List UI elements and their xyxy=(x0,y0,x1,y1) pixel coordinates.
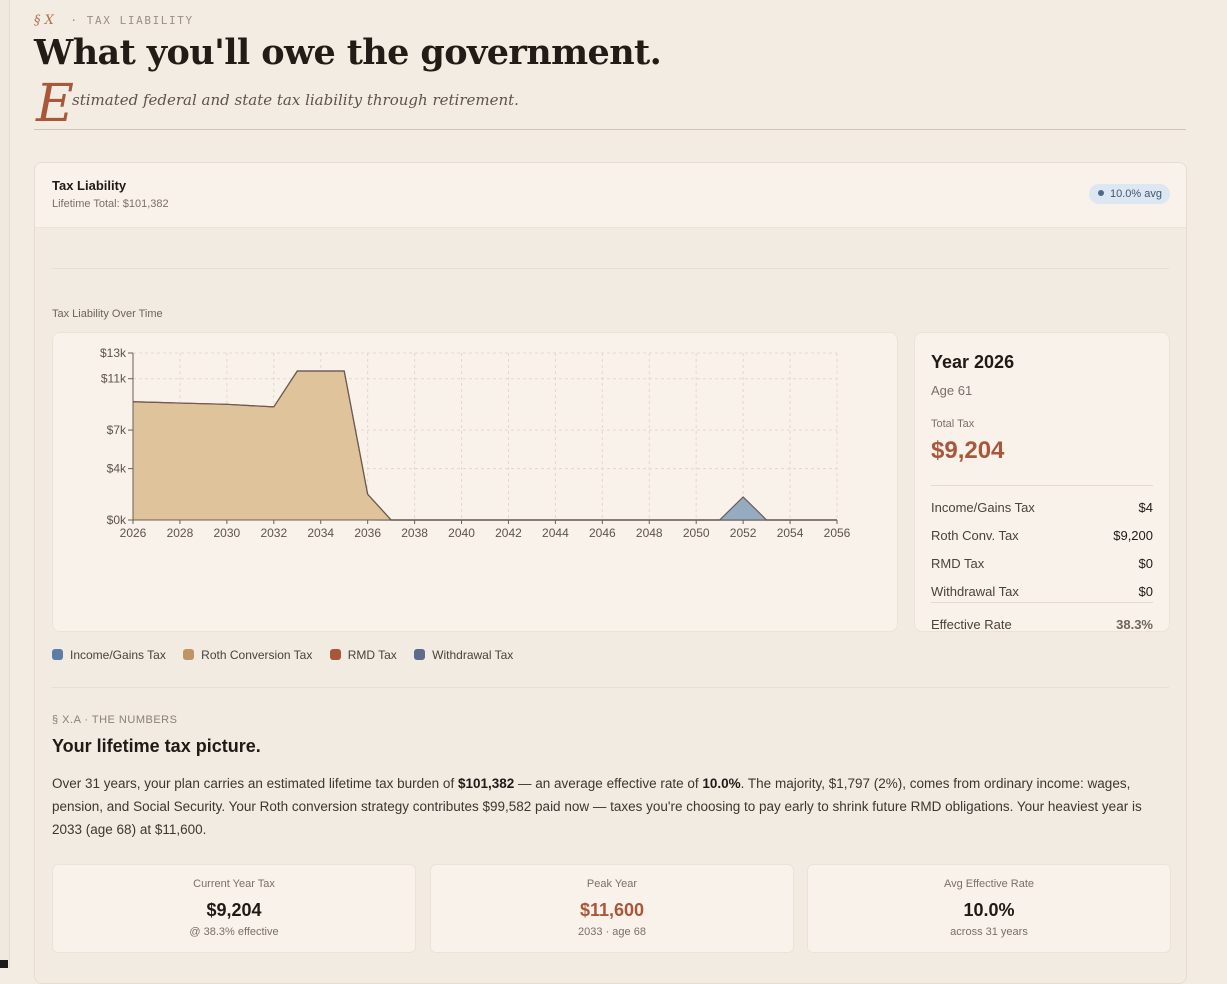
x-tick-label: 2026 xyxy=(120,526,147,540)
stat-label: Peak Year xyxy=(431,878,793,890)
detail-row-value: $4 xyxy=(1139,500,1153,515)
avg-rate-badge: 10.0% avg xyxy=(1089,184,1170,204)
legend-item-rmd[interactable]: RMD Tax xyxy=(330,648,397,662)
left-sidebar-edge xyxy=(0,0,10,968)
area-roth-conversion-tax xyxy=(133,371,837,520)
detail-total-label: Total Tax xyxy=(931,418,974,430)
detail-row-label: Effective Rate xyxy=(931,617,1012,632)
numbers-eyebrow: § X.A · THE NUMBERS xyxy=(52,714,177,726)
x-tick-label: 2028 xyxy=(167,526,194,540)
card-title: Tax Liability xyxy=(52,178,126,193)
detail-total-value: $9,204 xyxy=(931,437,1004,465)
detail-divider xyxy=(931,602,1153,603)
x-tick-label: 2030 xyxy=(214,526,241,540)
stat-avg-effective-rate: Avg Effective Rate 10.0% across 31 years xyxy=(807,864,1171,953)
divider xyxy=(52,687,1169,688)
stat-value: $9,204 xyxy=(53,900,415,921)
detail-divider xyxy=(931,485,1153,486)
detail-row-value: 38.3% xyxy=(1116,617,1153,632)
y-tick-label: $0k xyxy=(107,513,127,527)
x-tick-label: 2050 xyxy=(683,526,710,540)
stat-sub: 2033 · age 68 xyxy=(431,926,793,938)
summary-text: — an average effective rate of xyxy=(514,776,702,791)
stat-value: 10.0% xyxy=(808,900,1170,921)
avg-rate-badge-label: 10.0% avg xyxy=(1110,188,1162,200)
summary-avg-rate: 10.0% xyxy=(702,776,740,791)
year-detail-panel: Year 2026 Age 61 Total Tax $9,204 Income… xyxy=(914,332,1170,632)
detail-row-income-gains: Income/Gains Tax $4 xyxy=(931,500,1153,515)
stat-peak-year: Peak Year $11,600 2033 · age 68 xyxy=(430,864,794,953)
numbers-title: Your lifetime tax picture. xyxy=(52,736,261,757)
detail-row-value: $0 xyxy=(1139,556,1153,571)
badge-dot-icon xyxy=(1098,190,1104,196)
x-tick-label: 2044 xyxy=(542,526,569,540)
y-tick-label: $7k xyxy=(107,423,127,437)
corner-marker xyxy=(0,960,8,968)
x-tick-label: 2052 xyxy=(730,526,757,540)
detail-row-label: RMD Tax xyxy=(931,556,984,571)
detail-age: Age 61 xyxy=(931,383,972,398)
y-tick-label: $4k xyxy=(107,462,127,476)
section-eyebrow-label: · TAX LIABILITY xyxy=(70,14,193,27)
x-tick-label: 2040 xyxy=(448,526,475,540)
legend-swatch xyxy=(414,649,425,660)
legend-label: Withdrawal Tax xyxy=(432,648,513,662)
stat-sub: across 31 years xyxy=(808,926,1170,938)
chart-label: Tax Liability Over Time xyxy=(52,308,163,320)
legend-swatch xyxy=(183,649,194,660)
x-tick-label: 2042 xyxy=(495,526,522,540)
x-tick-label: 2056 xyxy=(824,526,851,540)
summary-text: Over 31 years, your plan carries an esti… xyxy=(52,776,458,791)
x-tick-label: 2048 xyxy=(636,526,663,540)
card-header: Tax Liability Lifetime Total: $101,382 1… xyxy=(35,163,1186,228)
detail-row-roth-conversion: Roth Conv. Tax $9,200 xyxy=(931,528,1153,543)
legend-label: Income/Gains Tax xyxy=(70,648,166,662)
chart-legend: Income/Gains Tax Roth Conversion Tax RMD… xyxy=(52,648,527,662)
legend-swatch xyxy=(330,649,341,660)
tax-liability-chart[interactable]: $0k $4k $7k $11k $13k 2026 2028 2030 2032 2034 203… xyxy=(53,333,897,631)
legend-item-withdrawal[interactable]: Withdrawal Tax xyxy=(414,648,513,662)
section-mark: § X xyxy=(34,13,54,28)
stat-value: $11,600 xyxy=(431,900,793,921)
summary-lifetime-total: $101,382 xyxy=(458,776,514,791)
page-title: What you'll owe the government. xyxy=(34,32,661,73)
detail-row-label: Income/Gains Tax xyxy=(931,500,1035,515)
detail-row-value: $9,200 xyxy=(1113,528,1153,543)
x-tick-label: 2036 xyxy=(354,526,381,540)
legend-item-roth-conversion[interactable]: Roth Conversion Tax xyxy=(183,648,312,662)
legend-label: RMD Tax xyxy=(348,648,397,662)
x-tick-label: 2046 xyxy=(589,526,616,540)
stat-current-year-tax: Current Year Tax $9,204 @ 38.3% effectiv… xyxy=(52,864,416,953)
detail-row-label: Roth Conv. Tax xyxy=(931,528,1019,543)
y-tick-label: $11k xyxy=(101,372,127,386)
section-eyebrow: § X · TAX LIABILITY xyxy=(34,13,194,28)
divider xyxy=(52,268,1169,269)
x-tick-label: 2054 xyxy=(777,526,804,540)
card-subtitle: Lifetime Total: $101,382 xyxy=(52,198,169,210)
title-rule xyxy=(34,129,1186,130)
stat-sub: @ 38.3% effective xyxy=(53,926,415,938)
detail-row-effective-rate: Effective Rate 38.3% xyxy=(931,617,1153,632)
detail-year: Year 2026 xyxy=(931,352,1014,373)
legend-swatch xyxy=(52,649,63,660)
x-tick-label: 2038 xyxy=(401,526,428,540)
legend-label: Roth Conversion Tax xyxy=(201,648,312,662)
legend-item-income-gains[interactable]: Income/Gains Tax xyxy=(52,648,166,662)
x-tick-label: 2032 xyxy=(260,526,287,540)
detail-row-label: Withdrawal Tax xyxy=(931,584,1019,599)
y-tick-label: $13k xyxy=(100,346,127,360)
chart-panel[interactable]: $0k $4k $7k $11k $13k 2026 2028 2030 2032 2034 203… xyxy=(52,332,898,632)
numbers-summary: Over 31 years, your plan carries an esti… xyxy=(52,772,1152,841)
detail-row-withdrawal: Withdrawal Tax $0 xyxy=(931,584,1153,599)
detail-row-rmd: RMD Tax $0 xyxy=(931,556,1153,571)
tax-liability-card: Tax Liability Lifetime Total: $101,382 1… xyxy=(34,162,1187,984)
drop-cap: E xyxy=(36,78,74,130)
detail-row-value: $0 xyxy=(1139,584,1153,599)
page-lede: stimated federal and state tax liability… xyxy=(72,91,519,109)
stat-label: Avg Effective Rate xyxy=(808,878,1170,890)
stat-label: Current Year Tax xyxy=(53,878,415,890)
x-tick-label: 2034 xyxy=(307,526,334,540)
